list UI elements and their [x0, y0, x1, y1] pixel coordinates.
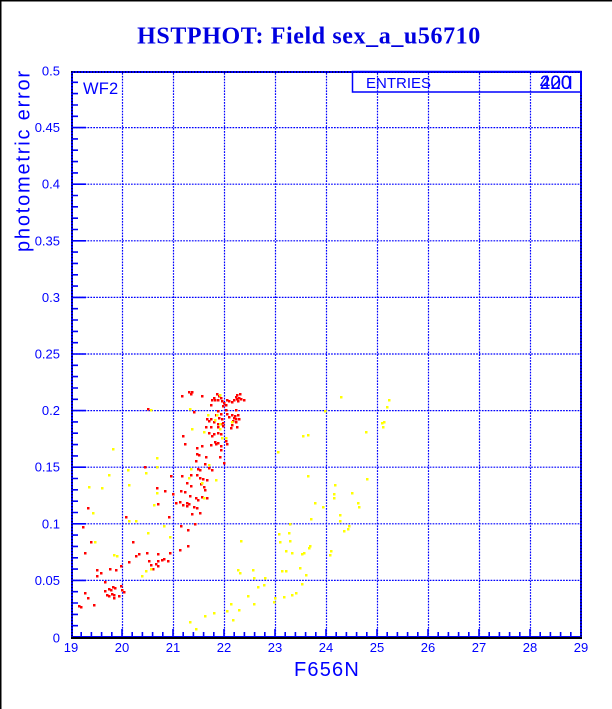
- svg-text:F656N: F656N: [294, 659, 360, 681]
- svg-text:21: 21: [166, 640, 180, 655]
- svg-text:0.5: 0.5: [42, 64, 60, 79]
- svg-text:0.2: 0.2: [42, 403, 60, 418]
- svg-text:0.4: 0.4: [42, 177, 60, 192]
- svg-text:photometric error: photometric error: [13, 69, 35, 252]
- svg-text:HSTPHOT: Field sex_a_u56710: HSTPHOT: Field sex_a_u56710: [137, 24, 481, 50]
- svg-text:0.25: 0.25: [35, 347, 60, 362]
- svg-text:22: 22: [217, 640, 231, 655]
- svg-text:20: 20: [115, 640, 129, 655]
- svg-text:25: 25: [370, 640, 384, 655]
- svg-text:29: 29: [574, 640, 588, 655]
- svg-text:220: 220: [540, 73, 572, 94]
- svg-text:24: 24: [319, 640, 333, 655]
- svg-text:28: 28: [523, 640, 537, 655]
- svg-text:0.1: 0.1: [42, 516, 60, 531]
- svg-text:23: 23: [268, 640, 282, 655]
- svg-text:0.15: 0.15: [35, 460, 60, 475]
- svg-text:27: 27: [472, 640, 486, 655]
- svg-text:0.45: 0.45: [35, 120, 60, 135]
- svg-text:0.3: 0.3: [42, 290, 60, 305]
- svg-text:0.05: 0.05: [35, 573, 60, 588]
- svg-text:ENTRIES: ENTRIES: [366, 75, 431, 92]
- svg-text:0.35: 0.35: [35, 233, 60, 248]
- svg-text:26: 26: [421, 640, 435, 655]
- svg-text:400: 400: [540, 73, 572, 94]
- svg-text:19: 19: [64, 640, 78, 655]
- svg-text:0: 0: [53, 631, 60, 646]
- svg-text:WF2: WF2: [83, 80, 118, 98]
